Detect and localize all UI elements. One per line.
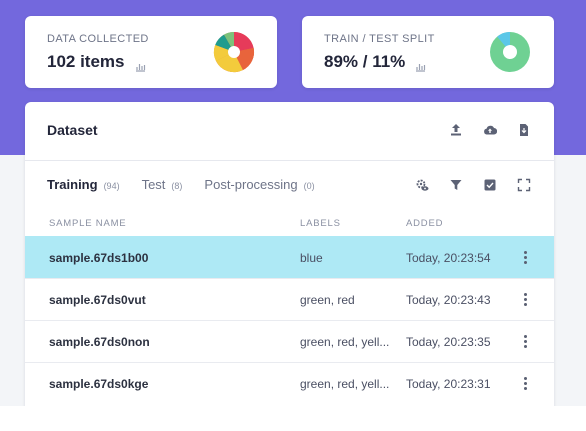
data-collected-pie-chart — [213, 31, 255, 73]
train-test-split-value: 89% / 11% — [324, 52, 406, 71]
sample-name: sample.67ds0kge — [49, 377, 149, 391]
sample-added: Today, 20:23:54 — [406, 251, 491, 265]
sample-name: sample.67ds1b00 — [49, 251, 149, 265]
table-row[interactable]: sample.67ds0non green, red, yell... Toda… — [25, 320, 554, 362]
sample-labels: blue — [300, 251, 323, 265]
bar-chart-icon[interactable] — [135, 57, 146, 72]
dataset-title: Dataset — [47, 122, 98, 138]
table-header: SAMPLE NAME LABELS ADDED — [25, 210, 554, 236]
tab-post-processing[interactable]: Post-processing (0) — [204, 177, 314, 192]
sample-name: sample.67ds0vut — [49, 293, 146, 307]
data-collected-label: DATA COLLECTED — [47, 33, 149, 45]
header-divider — [25, 160, 554, 161]
checkbox-icon[interactable] — [482, 177, 498, 193]
column-added[interactable]: ADDED — [406, 218, 444, 229]
train-test-split-value-row: 89% / 11% — [324, 52, 426, 72]
tab-test[interactable]: Test (8) — [142, 177, 183, 192]
tab-training-label: Training — [47, 177, 98, 192]
train-test-split-pie-chart — [490, 31, 530, 72]
sample-name: sample.67ds0non — [49, 335, 150, 349]
dataset-tab-actions — [414, 177, 532, 193]
sample-labels: green, red, yell... — [300, 335, 390, 349]
more-vertical-icon[interactable] — [521, 375, 529, 391]
train-test-split-label: TRAIN / TEST SPLIT — [324, 33, 435, 45]
dataset-header-actions — [448, 122, 532, 138]
sample-labels: green, red, yell... — [300, 377, 390, 391]
sample-added: Today, 20:23:31 — [406, 377, 491, 391]
table-row[interactable]: sample.67ds1b00 blue Today, 20:23:54 — [25, 236, 554, 278]
column-labels[interactable]: LABELS — [300, 218, 341, 229]
tab-post-processing-label: Post-processing — [204, 177, 298, 192]
more-vertical-icon[interactable] — [521, 249, 529, 265]
table-row[interactable]: sample.67ds0vut green, red Today, 20:23:… — [25, 278, 554, 320]
filter-icon[interactable] — [448, 177, 464, 193]
download-icon[interactable] — [516, 122, 532, 138]
data-collected-value-row: 102 items — [47, 52, 146, 72]
more-vertical-icon[interactable] — [521, 333, 529, 349]
train-test-split-card: TRAIN / TEST SPLIT 89% / 11% — [302, 16, 554, 88]
column-sample-name[interactable]: SAMPLE NAME — [49, 218, 127, 229]
tab-test-label: Test — [141, 177, 166, 192]
bottom-edge — [0, 406, 586, 431]
sample-added: Today, 20:23:35 — [406, 335, 491, 349]
data-collected-card: DATA COLLECTED 102 items — [25, 16, 277, 88]
upload-icon[interactable] — [448, 122, 464, 138]
tab-post-processing-count: (0) — [303, 181, 315, 191]
dataset-panel: Dataset Training (94) Test (8) Post-proc… — [25, 102, 554, 412]
table-row[interactable]: sample.67ds0kge green, red, yell... Toda… — [25, 362, 554, 404]
dataset-tabs: Training (94) Test (8) Post-processing (… — [47, 177, 315, 192]
settings-eye-icon[interactable] — [414, 177, 430, 193]
more-vertical-icon[interactable] — [521, 291, 529, 307]
bar-chart-icon[interactable] — [415, 57, 426, 72]
tab-training-count: (94) — [103, 181, 120, 191]
data-collected-value: 102 items — [47, 52, 125, 71]
sample-added: Today, 20:23:43 — [406, 293, 491, 307]
fullscreen-icon[interactable] — [516, 177, 532, 193]
sample-labels: green, red — [300, 293, 355, 307]
tab-training[interactable]: Training (94) — [47, 177, 120, 192]
tab-test-count: (8) — [171, 181, 183, 191]
cloud-upload-icon[interactable] — [482, 122, 498, 138]
